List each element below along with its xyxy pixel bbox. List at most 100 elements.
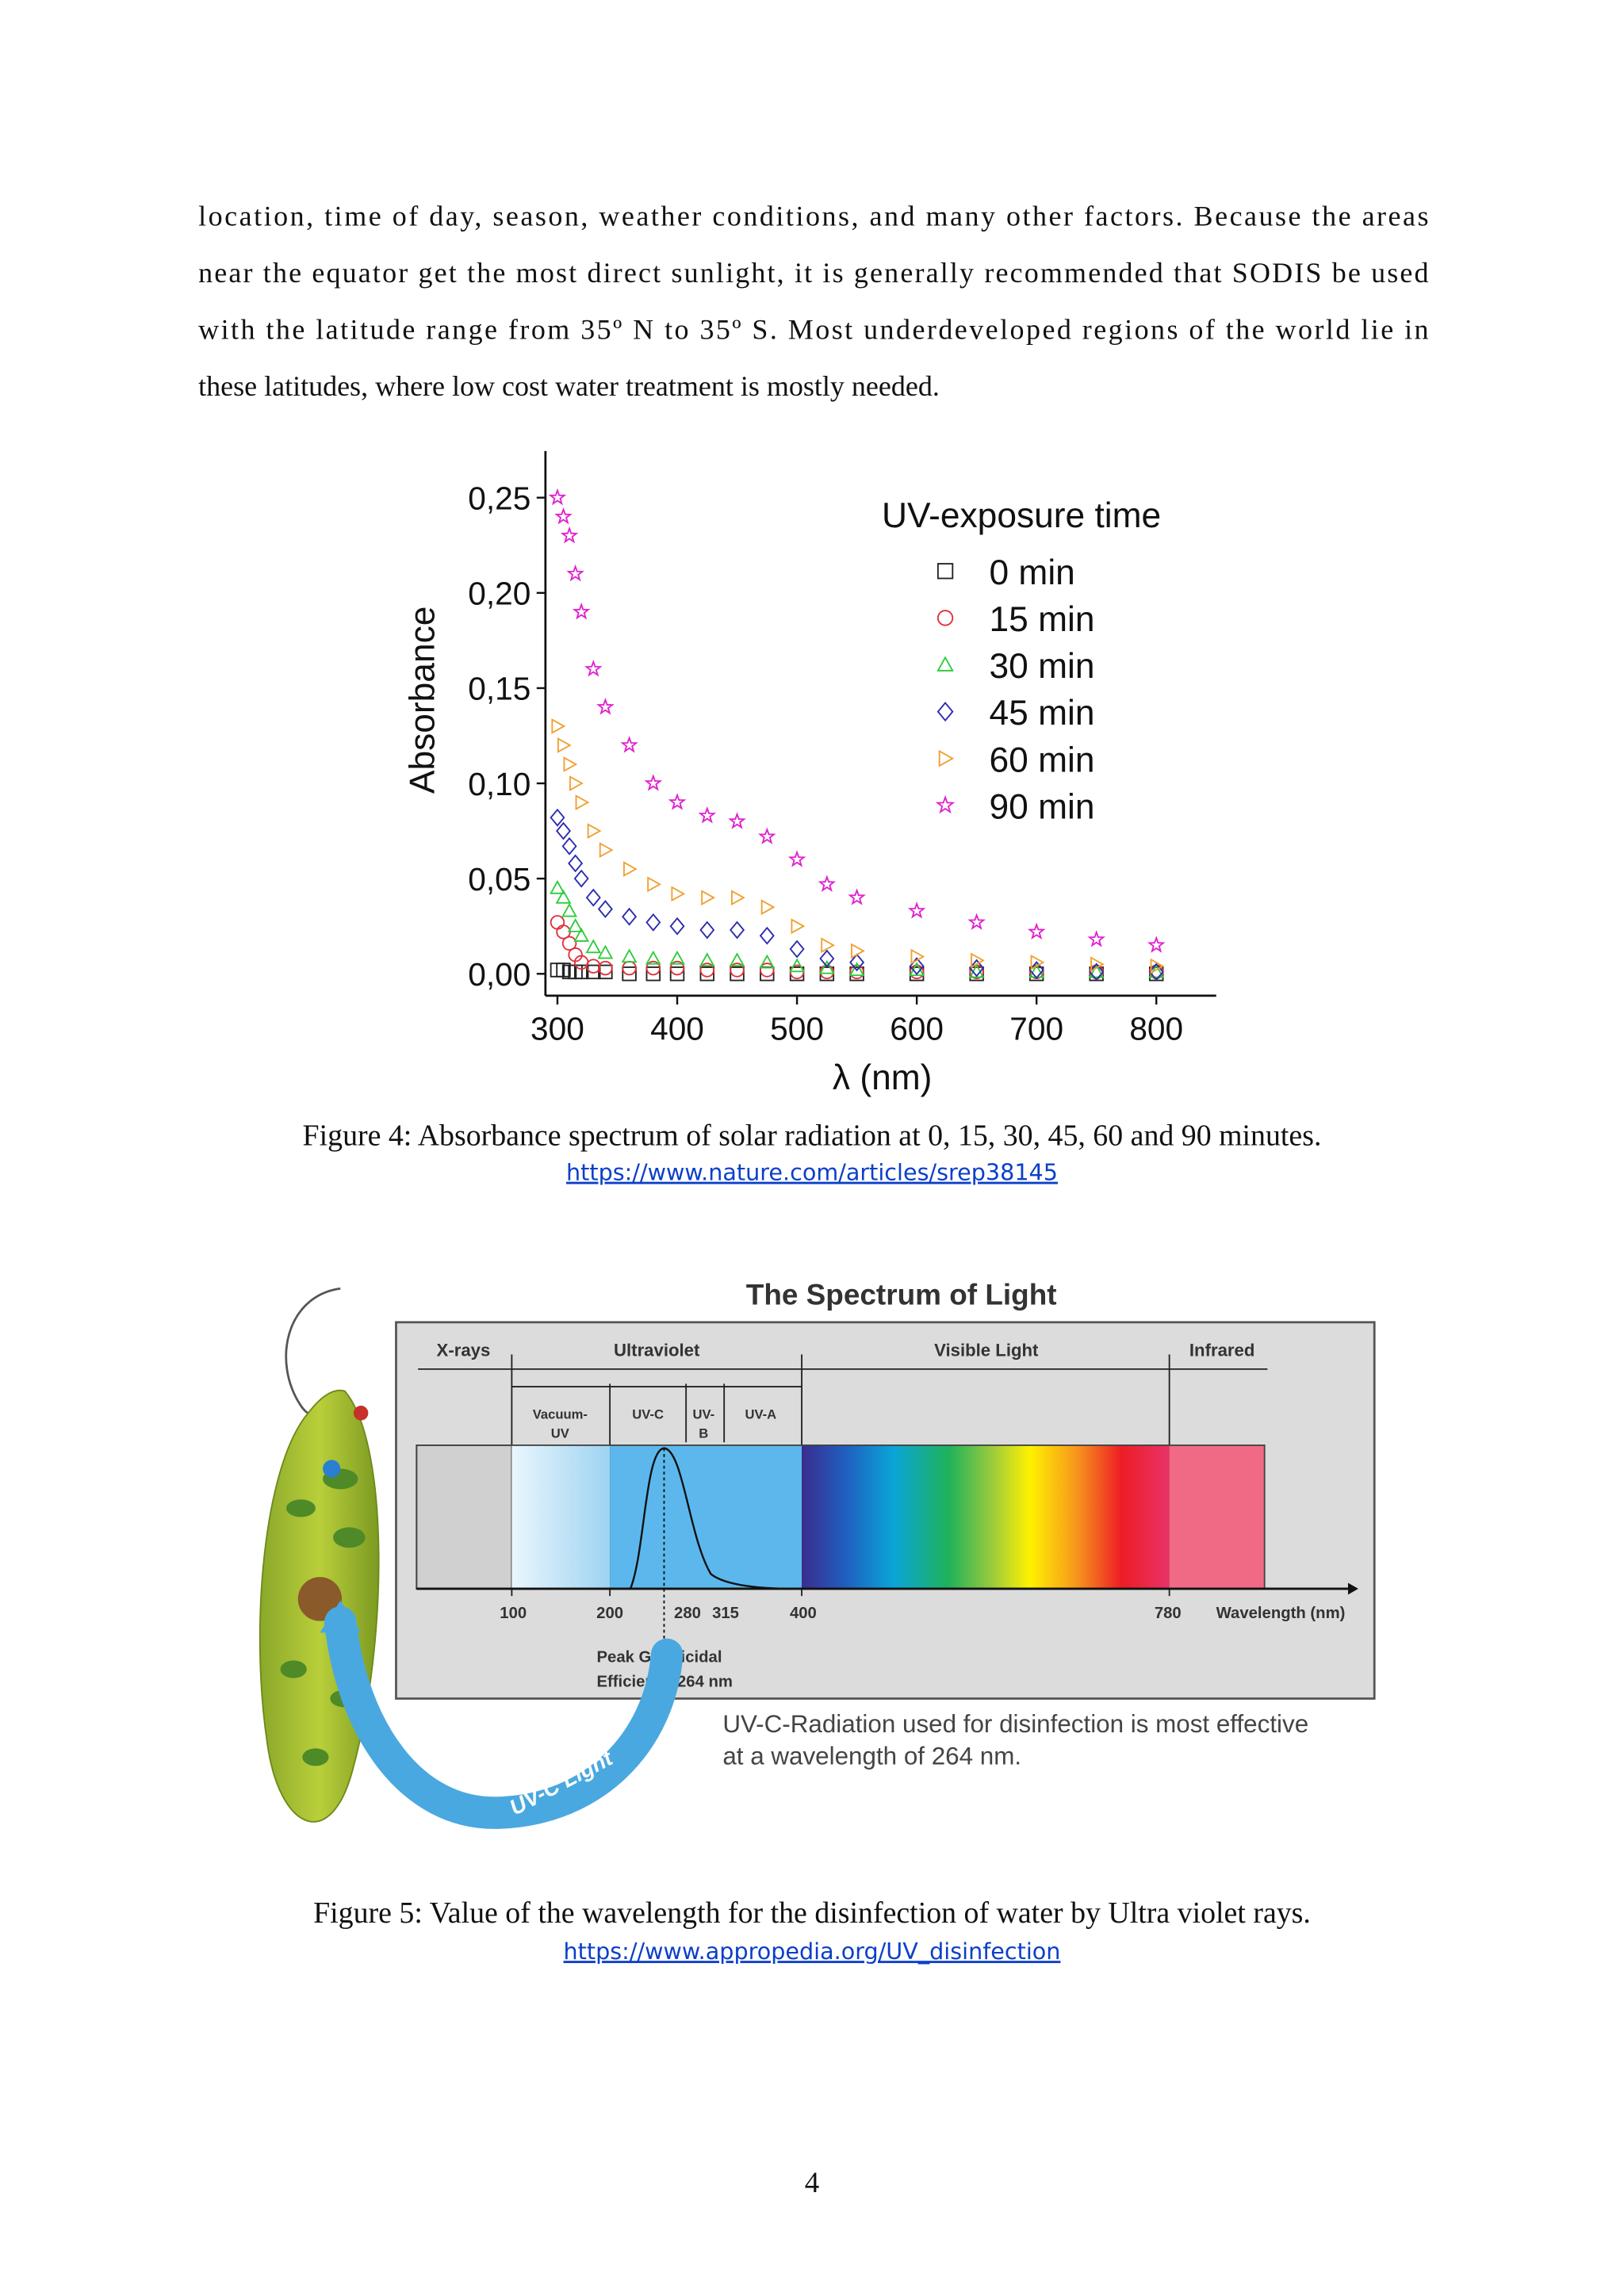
spectrum-xray bbox=[416, 1445, 513, 1590]
data-point bbox=[699, 966, 715, 982]
data-point bbox=[821, 937, 836, 954]
data-point bbox=[910, 948, 925, 965]
x-tick-label: 300 bbox=[530, 1010, 584, 1047]
band-label: Vacuum- bbox=[533, 1407, 588, 1422]
legend-marker bbox=[935, 794, 956, 814]
y-tick-label: 0,25 bbox=[468, 480, 530, 516]
x-tick-label: 500 bbox=[770, 1010, 824, 1047]
data-point bbox=[622, 907, 638, 926]
x-tick-label: 400 bbox=[650, 1010, 704, 1047]
data-point bbox=[1150, 958, 1165, 974]
eyespot bbox=[353, 1406, 369, 1421]
data-point bbox=[598, 964, 613, 980]
data-point bbox=[644, 774, 663, 791]
source-link[interactable]: https://www.nature.com/articles/srep3814… bbox=[566, 1159, 1058, 1186]
region-label: Infrared bbox=[1189, 1340, 1255, 1360]
data-point bbox=[1147, 936, 1166, 953]
y-axis-title: Absorbance bbox=[403, 607, 442, 794]
data-point bbox=[699, 952, 715, 967]
paragraph-line: with the latitude range from 35º N to 35… bbox=[198, 313, 1428, 345]
data-point bbox=[1148, 962, 1164, 982]
data-point bbox=[597, 944, 614, 959]
region-label: Ultraviolet bbox=[614, 1340, 700, 1360]
data-point bbox=[599, 842, 614, 859]
data-point bbox=[645, 966, 661, 982]
data-point bbox=[573, 964, 589, 980]
data-point bbox=[575, 794, 590, 810]
x-tick-label: 600 bbox=[890, 1010, 944, 1047]
axis-label: 315 bbox=[712, 1605, 739, 1622]
data-point bbox=[1088, 963, 1105, 978]
legend-marker bbox=[936, 656, 954, 672]
figure-caption: Figure 4: Absorbance spectrum of solar r… bbox=[303, 1119, 1322, 1152]
data-point bbox=[554, 507, 573, 525]
axis-label: 400 bbox=[790, 1605, 817, 1622]
vacuole bbox=[323, 1460, 341, 1478]
data-point bbox=[1027, 922, 1046, 940]
x-tick-label: 700 bbox=[1009, 1010, 1063, 1047]
legend-marker bbox=[936, 702, 954, 722]
data-point bbox=[620, 736, 638, 753]
data-point bbox=[671, 886, 686, 902]
series bbox=[548, 488, 1166, 953]
data-point bbox=[669, 966, 685, 982]
legend-label: 60 min bbox=[989, 740, 1094, 779]
data-point bbox=[561, 836, 577, 855]
data-point bbox=[621, 948, 638, 963]
data-point bbox=[551, 718, 566, 734]
spectrum-uv bbox=[610, 1445, 802, 1589]
y-tick-label: 0,05 bbox=[468, 861, 530, 897]
y-tick-label: 0,20 bbox=[468, 576, 530, 612]
data-point bbox=[730, 962, 745, 978]
data-point bbox=[730, 966, 745, 982]
data-point bbox=[699, 920, 715, 939]
legend-marker bbox=[936, 610, 954, 626]
data-point bbox=[585, 939, 602, 954]
data-point bbox=[698, 806, 717, 824]
figure-4-chart: 0,00 0,05 0,10 0,15 0,20 0,25 300 400 500 600 700 8… bbox=[403, 450, 1216, 1097]
data-point bbox=[584, 660, 603, 677]
data-point bbox=[573, 869, 589, 888]
data-point bbox=[967, 913, 986, 931]
legend-label: 90 min bbox=[989, 787, 1094, 826]
axis-label: 100 bbox=[500, 1605, 527, 1622]
x-tick-label: 800 bbox=[1129, 1010, 1183, 1047]
data-point bbox=[760, 899, 776, 916]
data-point bbox=[1030, 954, 1045, 970]
axis-label: 200 bbox=[596, 1605, 623, 1622]
data-point bbox=[758, 827, 776, 844]
diagram-title: The Spectrum of Light bbox=[746, 1279, 1057, 1311]
data-point bbox=[623, 861, 638, 878]
data-point bbox=[1089, 962, 1105, 982]
data-point bbox=[573, 928, 590, 942]
data-point bbox=[907, 901, 926, 919]
data-point bbox=[849, 953, 865, 972]
data-point bbox=[563, 756, 578, 772]
data-point bbox=[759, 926, 775, 945]
uv-arrowhead bbox=[320, 1600, 362, 1633]
data-point bbox=[818, 874, 837, 892]
uv-arrow bbox=[324, 1606, 684, 1829]
data-point bbox=[909, 964, 925, 980]
band-label: UV bbox=[551, 1426, 569, 1441]
axis-label: 780 bbox=[1155, 1605, 1182, 1622]
data-point bbox=[568, 854, 584, 873]
region-label: Visible Light bbox=[934, 1340, 1039, 1360]
data-point bbox=[760, 962, 775, 978]
data-point bbox=[645, 960, 661, 976]
data-point bbox=[598, 960, 613, 976]
data-point bbox=[555, 889, 572, 904]
data-point bbox=[759, 954, 776, 969]
data-point bbox=[730, 920, 745, 939]
spectrum-vuv bbox=[511, 1445, 611, 1589]
spectrum-infrared bbox=[1169, 1445, 1265, 1589]
legend-title: UV-exposure time bbox=[882, 496, 1161, 535]
data-point bbox=[789, 939, 805, 959]
data-point bbox=[819, 949, 835, 968]
diagram-note: at a wavelength of 264 nm. bbox=[722, 1743, 1021, 1770]
germicidal-curve bbox=[629, 1447, 792, 1590]
source-link[interactable]: https://www.appropedia.org/UV_disinfecti… bbox=[564, 1938, 1061, 1965]
data-point bbox=[560, 526, 579, 544]
axis-label: 280 bbox=[674, 1605, 701, 1622]
